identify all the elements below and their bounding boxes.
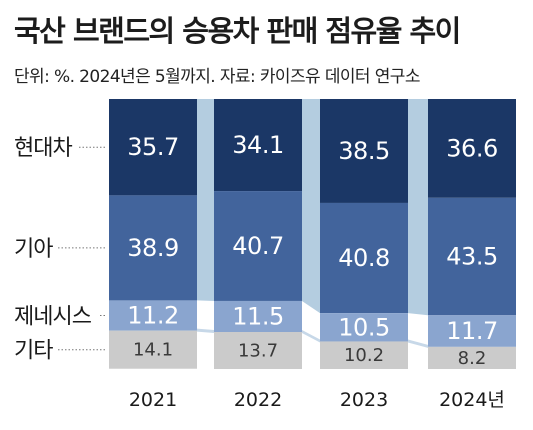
chart-title: 국산 브랜드의 승용차 판매 점유율 추이 [14,14,461,48]
data-label: 43.5 [446,243,497,271]
data-label: 10.2 [344,345,384,366]
data-label: 11.2 [127,302,178,330]
bar-segment [320,313,408,342]
bar-segment [109,300,197,331]
category-label: 2024년 [439,389,505,411]
bar-segment [320,202,408,314]
connector-line [197,328,214,334]
bar-segment [214,300,302,333]
category-label: 2023 [340,389,388,411]
bar-segment [320,99,408,203]
bar-segment [428,315,516,347]
connector-line [302,330,320,343]
connector-band [408,99,428,316]
bar-segment [428,346,516,369]
category-label: 2021 [129,389,177,411]
data-label: 11.7 [446,317,497,345]
bar-segment [214,99,302,192]
bar-segment [109,330,197,369]
legend-label: 기타 [14,339,53,364]
data-label: 35.7 [127,133,178,161]
data-label: 8.2 [458,348,487,369]
bar-segment [214,191,302,301]
bar-segment [428,197,516,316]
connector-group [197,99,428,348]
legend-label: 현대차 [14,136,72,161]
data-label: 40.8 [338,244,389,272]
connector-band [302,99,320,314]
bar-segment [320,341,408,369]
data-label: 10.5 [338,313,389,341]
bar-segment [109,195,197,301]
legend-label: 기아 [14,237,53,262]
category-axis: 2021 2022 2023 2024년 [129,389,505,411]
data-label: 38.5 [338,137,389,165]
chart-subtitle: 단위: %. 2024년은 5월까지. 자료: 카이즈유 데이터 연구소 [14,67,420,87]
data-label: 40.7 [232,232,283,260]
bars-group: 35.7 38.9 11.2 14.1 34.1 40.7 11.5 13.7 38.5 40.8… [109,99,516,369]
data-label: 38.9 [127,234,178,262]
data-label: 13.7 [238,341,278,362]
data-label: 14.1 [133,340,173,361]
bar-segment [214,332,302,369]
bar-segment [428,99,516,198]
data-label: 11.5 [232,302,283,330]
connector-line [408,339,428,348]
bar-segment [109,99,197,196]
data-label: 34.1 [232,131,283,159]
data-label: 36.6 [446,134,497,162]
legend-label: 제네시스 [14,305,92,330]
category-label: 2022 [234,389,282,411]
connector-band [197,99,214,301]
